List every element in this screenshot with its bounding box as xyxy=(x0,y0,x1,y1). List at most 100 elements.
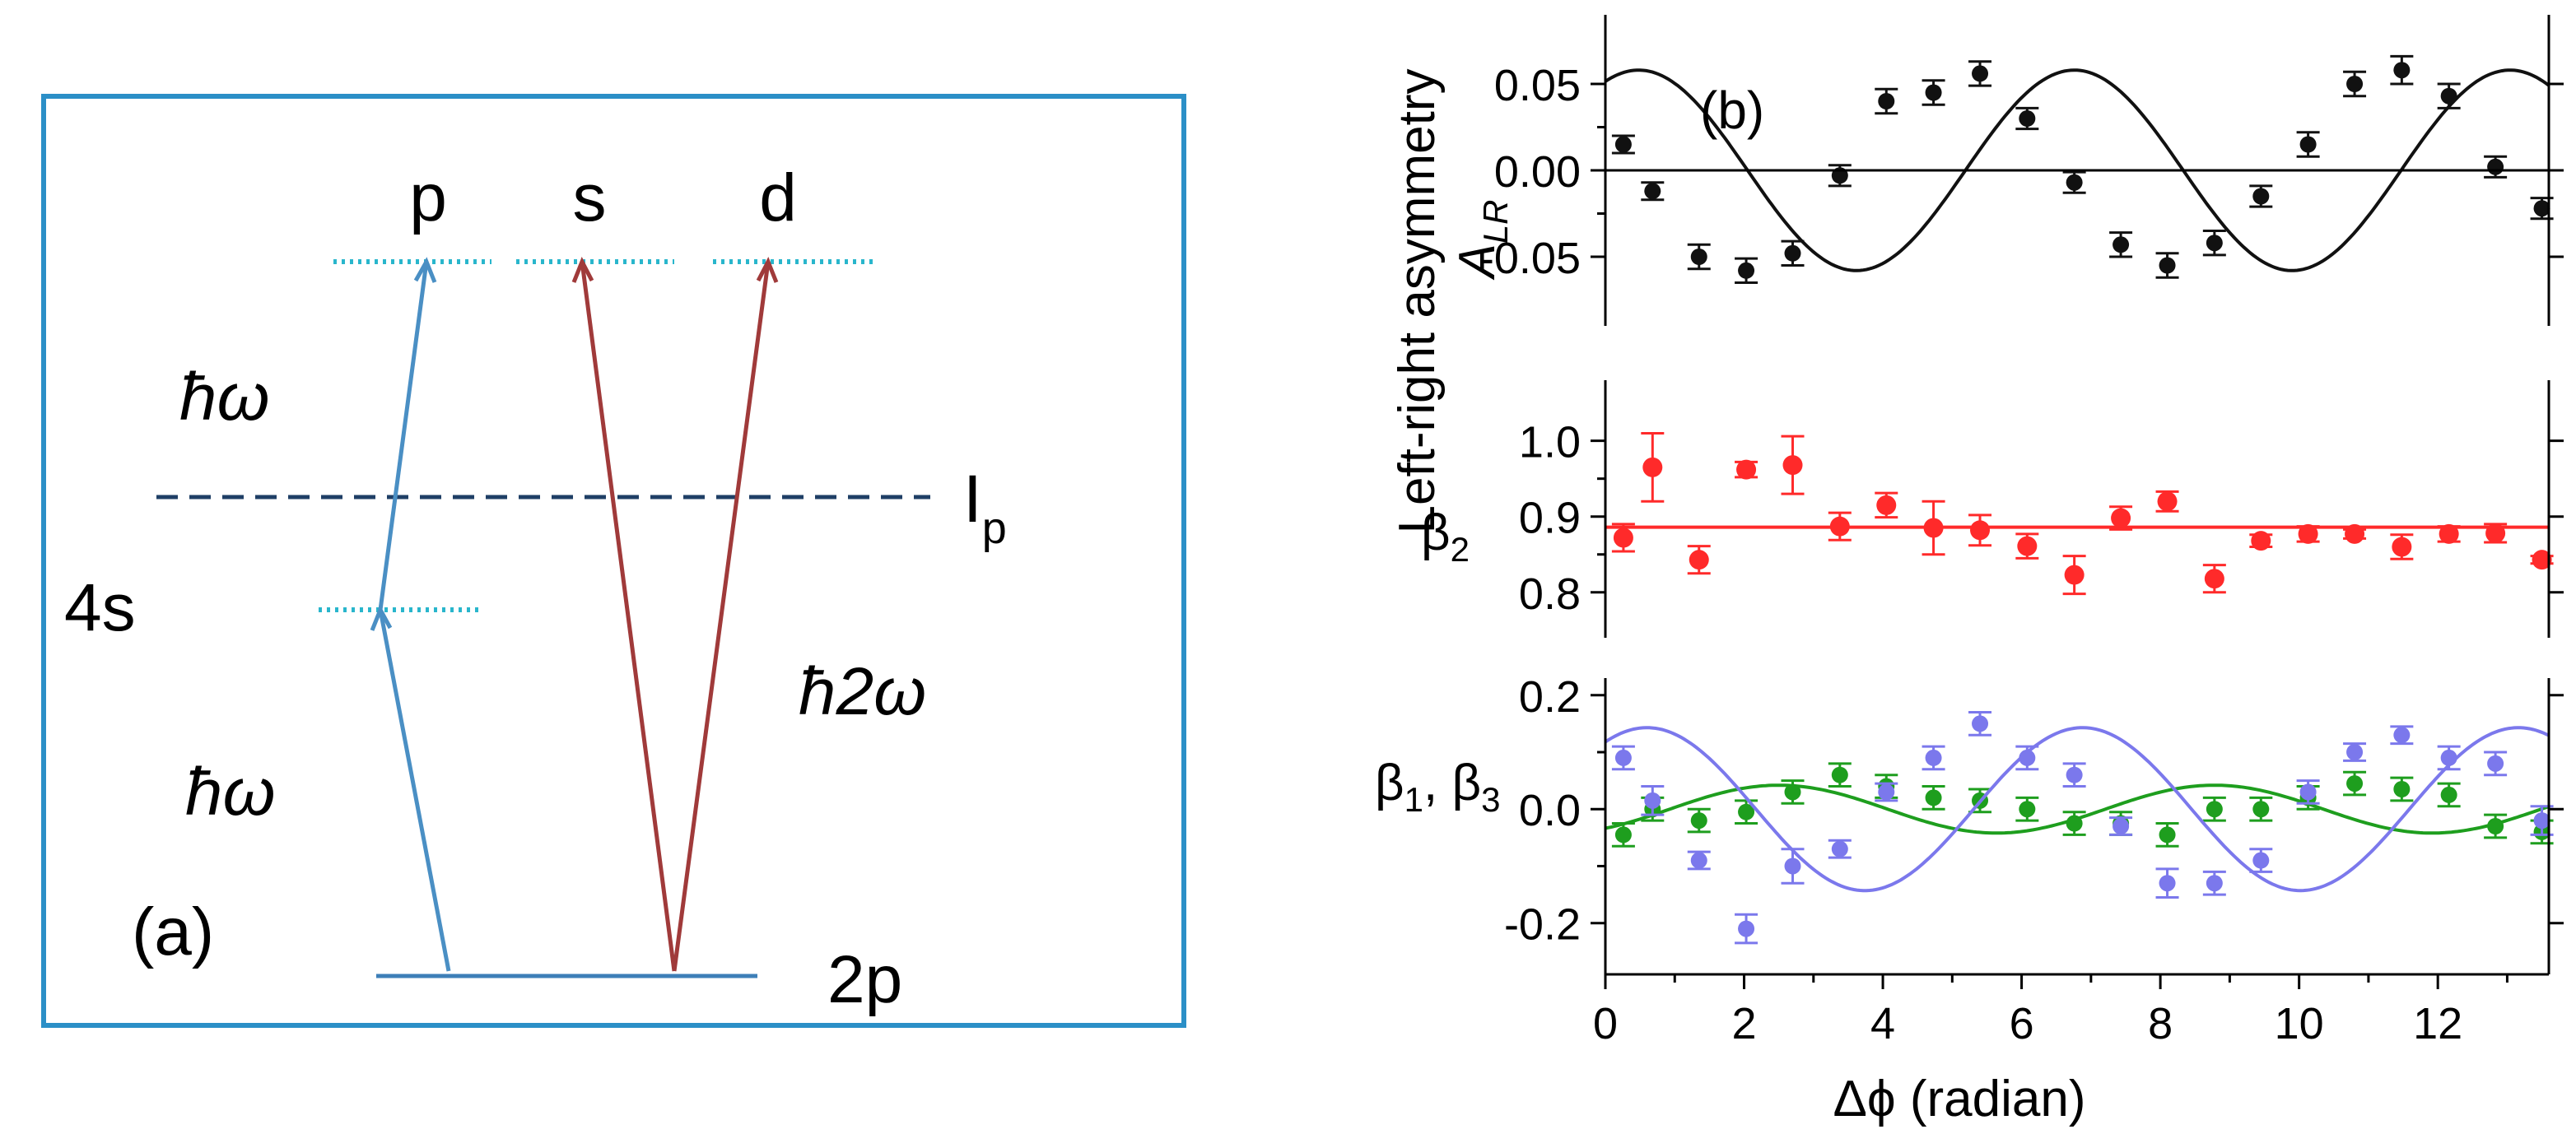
beta13-point xyxy=(1614,749,1632,766)
asymmetry-point xyxy=(1972,65,1989,82)
beta2-point xyxy=(1782,455,1803,476)
beta2-point xyxy=(2298,523,2318,544)
beta13-point xyxy=(1925,789,1942,806)
beta13-point xyxy=(1831,840,1848,857)
beta13-point xyxy=(1784,783,1801,801)
panel-b-label: (b) xyxy=(1700,81,1764,140)
x-tick-label: 12 xyxy=(2413,999,2462,1048)
beta13-point xyxy=(2299,783,2317,801)
beta2-point xyxy=(2392,537,2412,557)
beta13-point xyxy=(2066,815,2083,832)
asymmetry-point xyxy=(2533,200,2550,217)
beta13-point xyxy=(2393,781,2411,797)
x-tick-label: 0 xyxy=(1593,999,1618,1048)
energy-diagram: p s d ħω Ip 4s ħ2ω ħω (a) 2p xyxy=(41,94,1186,1028)
asymmetry-point xyxy=(1738,262,1755,279)
beta13-point xyxy=(2393,727,2411,744)
beta13-point xyxy=(2346,744,2364,760)
level-d-label: d xyxy=(759,160,797,235)
asymmetry-point xyxy=(1878,93,1895,109)
beta13-point xyxy=(2066,766,2083,783)
beta2-ytick-label: 1.0 xyxy=(1519,418,1581,467)
x-tick-label: 8 xyxy=(2148,999,2173,1048)
beta13-ylabel-beta1: β xyxy=(1375,755,1404,811)
asymmetry-point xyxy=(1784,244,1801,262)
asymmetry-chart: 0.05 0.00 -0.05 xyxy=(1479,15,2564,326)
beta13-point xyxy=(2159,875,2176,892)
beta13-point xyxy=(1690,812,1707,830)
beta2-point xyxy=(1613,527,1633,548)
beta13-point xyxy=(1925,749,1942,766)
beta13-point xyxy=(1972,715,1989,732)
beta13-ylabel-sep: , xyxy=(1423,755,1451,811)
beta13-point xyxy=(2206,875,2223,892)
beta13-point xyxy=(2019,749,2036,766)
level-2p-label: 2p xyxy=(827,942,902,1017)
beta13-point xyxy=(2533,812,2550,830)
beta2-point xyxy=(2111,508,2131,528)
beta13-point xyxy=(2019,801,2036,818)
beta2-point xyxy=(2439,523,2459,544)
beta2-ylabel-sub: 2 xyxy=(1451,530,1470,569)
blue-arrow-upper xyxy=(378,261,429,611)
beta13-point xyxy=(1831,766,1848,783)
beta2-point xyxy=(1923,518,1944,538)
blue-arrow-lower xyxy=(378,609,451,972)
x-axis-label: Δϕ (radian) xyxy=(1833,1071,2085,1127)
asymmetry-point xyxy=(2159,257,2176,274)
beta13-point xyxy=(2113,818,2130,834)
ionization-label-sub: p xyxy=(982,504,1007,553)
asymmetry-point xyxy=(2252,188,2270,205)
asymmetry-point xyxy=(2346,76,2364,92)
beta2-point xyxy=(2064,565,2085,585)
beta2-ylabel-beta: β xyxy=(1421,504,1451,561)
red-arrow-d xyxy=(672,261,771,972)
ionization-label: Ip xyxy=(963,462,1007,553)
asymmetry-point xyxy=(2393,62,2411,79)
asymmetry-point xyxy=(2206,235,2223,252)
beta2-point xyxy=(1876,495,1897,515)
asymmetry-ytick-label: 0.00 xyxy=(1494,147,1581,197)
beta13-point xyxy=(1878,783,1895,801)
beta2-point xyxy=(1642,457,1663,477)
beta13-marks xyxy=(1604,711,2554,945)
beta13-ytick-label: 0.0 xyxy=(1519,786,1581,835)
beta13-point xyxy=(2487,755,2504,772)
beta13-point xyxy=(2206,801,2223,818)
beta2-point xyxy=(2251,531,2271,551)
x-tick-label: 4 xyxy=(1870,999,1895,1048)
beta2-point xyxy=(2157,491,2178,512)
red-arrow-s xyxy=(580,261,677,972)
beta2-point xyxy=(1970,520,1991,541)
panel-a-label: (a) xyxy=(132,895,214,969)
asymmetry-fit-line-0 xyxy=(1604,68,2550,272)
asymmetry-point xyxy=(2299,136,2317,153)
asymmetry-point xyxy=(2066,174,2083,191)
asymmetry-point xyxy=(1925,84,1942,101)
beta2-point xyxy=(2485,523,2506,543)
beta13-point xyxy=(2252,801,2270,818)
asymmetry-point xyxy=(2019,110,2036,127)
photon-hw-upper-label: ħω xyxy=(179,360,269,435)
beta13-ylabel: β1, β3 xyxy=(1375,755,1501,819)
photon-hw-lower-label: ħω xyxy=(185,755,275,830)
beta13-point xyxy=(1738,803,1755,820)
asymmetry-marks xyxy=(1604,54,2554,284)
beta13-point xyxy=(2159,826,2176,844)
asymmetry-point xyxy=(2487,158,2504,175)
beta2-chart: 1.0 0.9 0.8 xyxy=(1519,380,2564,638)
beta13-ytick-label: 0.2 xyxy=(1519,672,1581,722)
asymmetry-point xyxy=(2113,236,2130,253)
level-s-label: s xyxy=(573,160,607,235)
beta13-point xyxy=(2440,749,2457,766)
asymmetry-ylabel-a: A xyxy=(1449,244,1506,281)
ionization-label-main: I xyxy=(963,462,982,537)
beta2-point xyxy=(2345,523,2365,544)
beta2-point xyxy=(2532,550,2552,570)
beta13-point xyxy=(2487,818,2504,834)
x-tick-label: 6 xyxy=(2010,999,2034,1048)
level-p-label: p xyxy=(409,160,447,235)
photon-h2w-label: ħ2ω xyxy=(799,654,926,729)
asymmetry-ylabel-sub: LR xyxy=(1476,199,1515,244)
